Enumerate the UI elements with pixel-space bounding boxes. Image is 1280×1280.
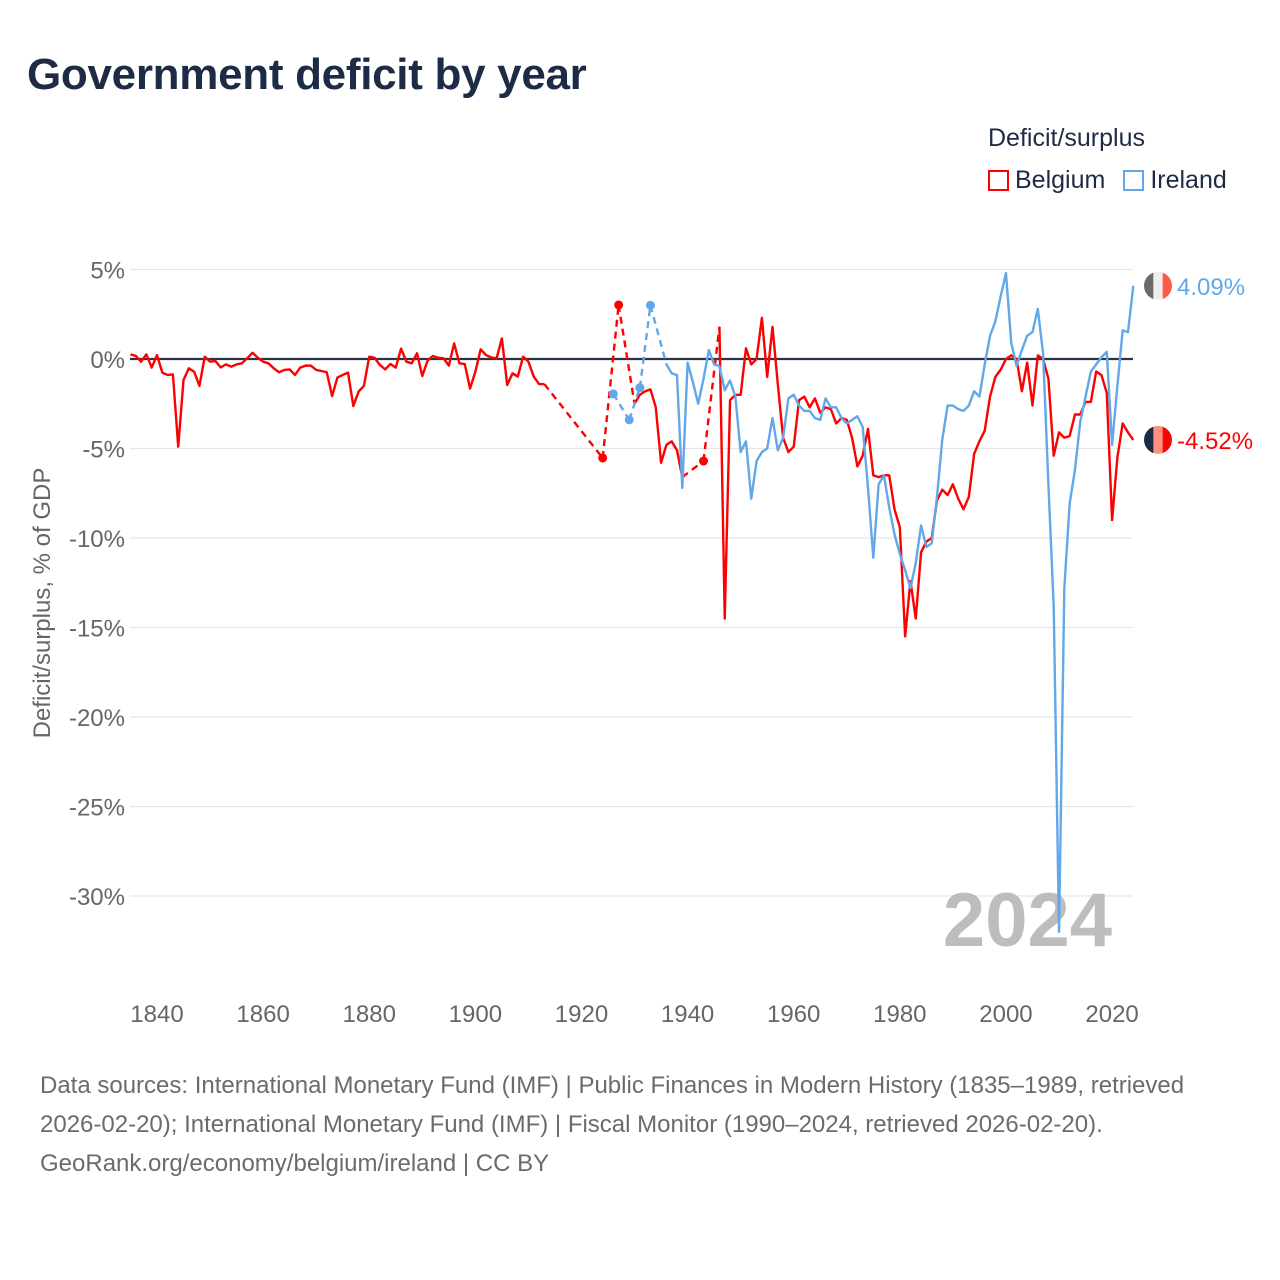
- series-belgium: [130, 300, 1135, 638]
- flag-stripe: [1162, 425, 1172, 454]
- data-point-marker: [608, 389, 618, 399]
- footer: Data sources: International Monetary Fun…: [40, 1066, 1240, 1183]
- data-point-marker: [624, 415, 634, 425]
- end-value-label: 4.09%: [1177, 274, 1245, 301]
- series-line-dashed: [601, 304, 620, 459]
- x-tick-label: 1860: [236, 1001, 289, 1028]
- series-line-solid: [665, 271, 1135, 933]
- data-point-marker: [635, 383, 645, 393]
- series-line-dashed: [628, 387, 641, 421]
- x-tick-label: 2020: [1085, 1001, 1138, 1028]
- x-tick-label: 2000: [979, 1001, 1032, 1028]
- legend-swatch-ireland: [1123, 170, 1145, 191]
- end-value-label: -4.52%: [1177, 428, 1253, 455]
- legend-title: Deficit/surplus: [988, 124, 1145, 152]
- y-tick-label: -5%: [82, 437, 125, 464]
- watermark-year: 2024: [943, 878, 1112, 963]
- y-tick-label: -25%: [69, 795, 125, 822]
- y-tick-label: 5%: [90, 258, 125, 285]
- legend-item-ireland[interactable]: Ireland: [1123, 166, 1227, 195]
- x-tick-label: 1960: [767, 1001, 820, 1028]
- x-tick-label: 1840: [130, 1001, 183, 1028]
- series-line-dashed: [638, 305, 652, 388]
- flag-stripe: [1153, 425, 1163, 454]
- flag-icon-ireland: [1144, 271, 1172, 300]
- data-point-marker: [645, 300, 655, 310]
- flag-icon-belgium: [1144, 425, 1172, 454]
- series-line-solid: [633, 388, 684, 478]
- y-tick-label: -30%: [69, 884, 125, 911]
- series-line-dashed: [612, 393, 631, 421]
- chart-title: Government deficit by year: [27, 50, 587, 99]
- series-line-dashed: [543, 383, 604, 459]
- legend: Belgium Ireland: [988, 166, 1227, 195]
- flag-stripe: [1153, 271, 1163, 300]
- y-axis-label: Deficit/surplus, % of GDP: [29, 468, 56, 739]
- legend-label-ireland: Ireland: [1150, 166, 1227, 194]
- y-tick-label: -10%: [69, 526, 125, 553]
- series-line-dashed: [681, 460, 705, 479]
- y-tick-label: -20%: [69, 705, 125, 732]
- x-tick-label: 1980: [873, 1001, 926, 1028]
- x-tick-label: 1900: [449, 1001, 502, 1028]
- legend-label-belgium: Belgium: [1015, 166, 1106, 194]
- x-tick-label: 1920: [555, 1001, 608, 1028]
- series-line-solid: [130, 337, 545, 448]
- x-tick-label: 1940: [661, 1001, 714, 1028]
- legend-item-belgium[interactable]: Belgium: [988, 166, 1105, 195]
- flag-stripe: [1144, 271, 1154, 300]
- data-sources: Data sources: International Monetary Fun…: [40, 1072, 1185, 1138]
- series-line-dashed: [702, 326, 721, 462]
- data-point-marker: [614, 300, 624, 310]
- legend-swatch-belgium: [988, 170, 1009, 191]
- data-point-marker: [598, 453, 608, 463]
- series-line-solid: [718, 316, 1135, 638]
- data-point-marker: [699, 456, 709, 466]
- series-line-dashed: [649, 304, 668, 365]
- flag-stripe: [1144, 425, 1154, 454]
- flag-stripe: [1162, 271, 1172, 300]
- credit-link[interactable]: GeoRank.org/economy/belgium/ireland | CC…: [40, 1150, 550, 1177]
- y-tick-label: 0%: [90, 347, 125, 374]
- series-ireland: [608, 271, 1135, 933]
- x-tick-label: 1880: [343, 1001, 396, 1028]
- series-line-dashed: [617, 304, 636, 404]
- y-tick-label: -15%: [69, 616, 125, 643]
